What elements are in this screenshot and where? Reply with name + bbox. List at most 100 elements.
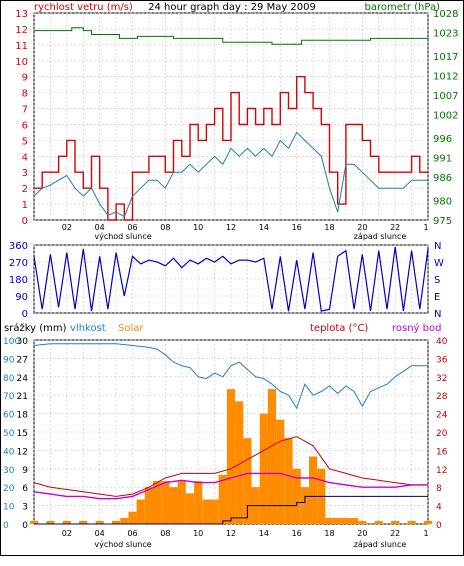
rain-y-tick: 30 xyxy=(17,337,29,347)
rain-humidity-grid xyxy=(33,339,429,525)
temperature-y-tick: 16 xyxy=(436,447,448,457)
temperature-y-tick: 20 xyxy=(436,429,448,439)
rain-x-tick: 02 xyxy=(62,529,72,538)
solar-bar xyxy=(235,401,244,524)
rain-y-tick: 21 xyxy=(17,392,28,402)
solar-bar xyxy=(46,520,55,524)
rain-x-tick: 06 xyxy=(127,529,137,538)
solar-bar xyxy=(29,520,39,524)
solar-bar xyxy=(259,413,268,524)
solar-bar xyxy=(407,520,416,524)
wind-x-tick: 22 xyxy=(390,223,400,232)
direction-line xyxy=(33,246,429,312)
temperature-y-tick: 24 xyxy=(436,411,448,421)
rain-humidity-temperature-panel: 0369121518212427300102030405060708090100… xyxy=(3,322,448,549)
direction-grid xyxy=(33,244,429,314)
pressure-y-tick: 1012 xyxy=(433,71,458,82)
humidity-y-tick: 20 xyxy=(3,484,15,494)
wind-y-tick: 11 xyxy=(15,41,28,52)
humidity-y-tick: 10 xyxy=(3,503,15,513)
wind-y-tick: 12 xyxy=(15,25,28,36)
solar-bar xyxy=(333,517,342,524)
rain-x-tick: 22 xyxy=(390,529,400,538)
wind-y-tick: 7 xyxy=(22,105,28,116)
wind-x-tick: 12 xyxy=(226,223,236,232)
sunset-label-top: západ slunce xyxy=(354,232,407,241)
solar-bar xyxy=(350,517,359,524)
wind-y-tick: 8 xyxy=(22,89,28,100)
pressure-y-tick: 991 xyxy=(433,154,452,165)
wind-x-tick: 14 xyxy=(259,223,269,232)
solar-bar xyxy=(341,517,350,524)
direction-y-tick: 90 xyxy=(15,292,28,303)
humidity-y-tick: 70 xyxy=(3,392,15,402)
temperature-y-tick: 8 xyxy=(436,484,442,494)
solar-bar xyxy=(136,499,145,524)
solar-bar xyxy=(128,511,137,524)
wind-y-tick: 2 xyxy=(22,184,28,195)
pressure-y-tick: 1002 xyxy=(433,111,458,122)
direction-y-tick: 180 xyxy=(9,275,28,286)
wind-y-tick: 5 xyxy=(22,136,28,147)
rain-y-tick: 3 xyxy=(22,503,28,513)
solar-bar xyxy=(284,438,293,524)
solar-bar xyxy=(79,520,88,524)
rain-y-tick: 15 xyxy=(17,429,28,439)
solar-bar xyxy=(300,487,309,524)
solar-bar xyxy=(202,499,211,524)
rain-line xyxy=(34,495,428,525)
direction-compass-tick: W xyxy=(434,258,444,269)
humidity-y-tick: 30 xyxy=(3,466,15,476)
solar-bar xyxy=(218,474,227,524)
direction-compass-tick: N xyxy=(434,309,441,320)
pressure-y-tick: 1007 xyxy=(433,91,458,102)
pressure-y-tick: 980 xyxy=(433,196,452,207)
rain-humidity-ticks: 0369121518212427300102030405060708090100… xyxy=(3,337,448,538)
direction-compass-tick: N xyxy=(434,241,441,252)
rain-axis-label: srážky (mm) xyxy=(4,322,67,334)
solar-axis-label: Solar xyxy=(118,323,144,334)
wind-gust-line xyxy=(34,76,428,221)
solar-bar xyxy=(194,481,203,524)
solar-bar xyxy=(169,487,178,524)
wind-x-tick: 02 xyxy=(62,223,72,232)
solar-bar xyxy=(112,520,121,524)
rain-x-tick: 20 xyxy=(357,529,367,538)
rain-x-tick-extra: 1 xyxy=(423,529,428,538)
humidity-y-tick: 50 xyxy=(3,429,15,439)
wind-y-tick: 9 xyxy=(22,73,28,84)
solar-bar xyxy=(325,517,334,524)
wind-x-tick: 18 xyxy=(324,223,334,232)
solar-bar xyxy=(292,468,301,524)
rain-x-tick: 10 xyxy=(193,529,203,538)
solar-bar xyxy=(153,481,162,524)
wind-axis-label: rychlost vetru (m/s) xyxy=(34,2,133,13)
wind-x-tick-extra: 1 xyxy=(423,223,428,232)
humidity-line xyxy=(33,343,428,410)
rain-x-tick: 08 xyxy=(160,529,170,538)
rain-x-tick: 04 xyxy=(95,529,105,538)
solar-bar xyxy=(95,520,104,524)
wind-x-tick: 20 xyxy=(357,223,367,232)
direction-marks xyxy=(33,246,429,312)
rain-y-tick: 18 xyxy=(17,411,29,421)
solar-bar xyxy=(391,520,400,524)
pressure-line xyxy=(34,27,428,45)
wind-pressure-marks xyxy=(33,27,428,221)
humidity-y-tick: 90 xyxy=(3,355,15,365)
pressure-y-tick: 1017 xyxy=(433,52,458,63)
wind-y-tick: 0 xyxy=(22,216,28,227)
wind-x-tick: 16 xyxy=(292,223,302,232)
wind-pressure-ticks: 0123456789101112139759809869919961002100… xyxy=(15,9,458,232)
humidity-y-tick: 80 xyxy=(3,374,15,384)
rain-y-tick: 12 xyxy=(17,447,28,457)
humidity-y-tick: 60 xyxy=(3,411,15,421)
pressure-axis-label: barometr (hPa) xyxy=(365,2,441,13)
solar-bar xyxy=(226,389,236,524)
rain-humidity-marks xyxy=(29,343,433,525)
solar-bar xyxy=(161,481,170,524)
pressure-y-tick: 996 xyxy=(433,134,452,145)
pressure-y-tick: 975 xyxy=(433,216,452,227)
